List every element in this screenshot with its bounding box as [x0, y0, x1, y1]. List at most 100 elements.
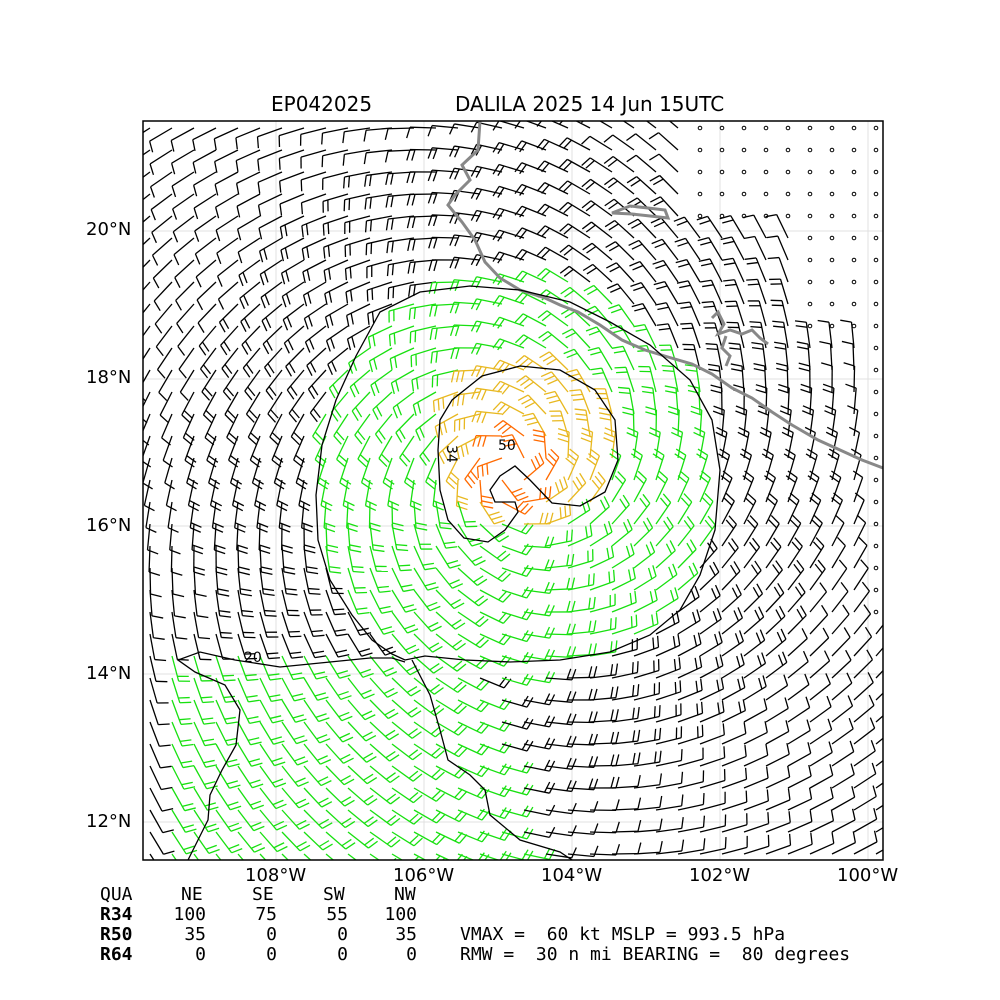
wind-barb	[435, 809, 468, 823]
wind-barb	[237, 721, 262, 746]
lon-label-106w: 106°W	[393, 865, 455, 886]
calm-dot	[763, 169, 769, 175]
wind-barb	[435, 655, 467, 672]
wind-barb	[194, 215, 217, 242]
wind-barb	[603, 121, 635, 129]
river	[710, 309, 769, 367]
wind-barb	[523, 671, 556, 684]
wind-barb	[342, 127, 371, 144]
wind-barb	[558, 158, 591, 173]
wind-barb	[321, 149, 349, 168]
calm-dot	[873, 565, 879, 571]
storm-info-title: DALILA 2025 14 Jun 15UTC	[455, 92, 725, 116]
wind-barb	[408, 281, 437, 297]
wind-barb	[875, 826, 883, 833]
calm-dot	[807, 279, 813, 285]
wind-barb	[432, 391, 459, 413]
wind-barb	[259, 743, 286, 767]
wind-barb	[831, 740, 855, 767]
wind-barb	[574, 408, 591, 437]
wind-barb	[236, 193, 261, 218]
wind-barb	[765, 811, 791, 833]
wind-barb	[769, 278, 789, 305]
wind-barb	[501, 586, 534, 599]
wind-barb	[387, 281, 415, 300]
wind-barb	[724, 300, 745, 327]
wind-barb	[237, 743, 263, 767]
wind-barb	[492, 251, 525, 264]
wind-barb	[633, 818, 663, 833]
wind-barb	[743, 743, 769, 767]
wind-barb	[143, 457, 153, 490]
wind-barb	[309, 391, 327, 423]
wind-barb	[281, 699, 307, 723]
wind-barb	[809, 650, 831, 679]
wind-barb	[755, 384, 768, 415]
wind-barb	[164, 457, 175, 490]
wind-barb	[831, 537, 846, 569]
wind-barb	[743, 721, 768, 745]
wind-barb	[286, 369, 305, 400]
wind-barb	[853, 536, 868, 569]
wind-barb	[633, 323, 657, 349]
wind-barb	[395, 413, 415, 443]
wind-barb	[391, 831, 423, 847]
wind-barb	[215, 567, 230, 597]
wind-barb	[173, 237, 195, 266]
wind-barb	[677, 770, 705, 789]
wind-barb	[853, 626, 873, 657]
wind-barb	[567, 549, 594, 569]
wind-barb	[369, 633, 397, 656]
wind-barb	[587, 346, 613, 371]
wind-barb	[390, 369, 415, 395]
wind-barb	[545, 713, 577, 726]
calm-dot	[807, 323, 813, 329]
wind-barb	[875, 646, 883, 657]
wind-barb	[853, 717, 876, 745]
calm-dot	[851, 323, 857, 329]
wind-barb	[875, 804, 883, 811]
wind-barb	[719, 215, 745, 239]
wind-barb	[184, 435, 197, 468]
wind-barb	[152, 259, 173, 289]
calm-dot	[719, 147, 725, 153]
wind-barb	[821, 362, 833, 393]
calm-dot	[873, 213, 879, 219]
wind-barb	[215, 545, 228, 576]
calm-dot	[785, 169, 791, 175]
calm-dot	[741, 169, 747, 175]
wind-barb	[143, 171, 151, 178]
r64-nw: 0	[406, 944, 417, 965]
wind-barb	[413, 501, 428, 531]
wind-barb	[492, 294, 525, 308]
wind-barb	[343, 171, 371, 189]
calm-dot	[741, 213, 747, 219]
col-header-sw: SW	[323, 884, 345, 905]
wind-barb	[240, 303, 261, 332]
wind-barb	[281, 281, 305, 308]
wind-barb	[479, 567, 511, 582]
wind-barb	[143, 127, 151, 134]
wind-barb	[367, 303, 393, 325]
wind-barb	[765, 492, 778, 525]
wind-barb	[614, 366, 635, 393]
wind-barb	[492, 185, 525, 198]
wind-barb	[563, 348, 591, 371]
wind-barb	[457, 589, 489, 607]
wind-barb	[677, 470, 690, 503]
r50-nw: 35	[395, 924, 417, 945]
wind-barb	[655, 794, 684, 811]
wind-barb	[181, 391, 195, 424]
wind-barb	[349, 369, 371, 398]
wind-barb	[631, 302, 657, 327]
wind-barb	[244, 369, 261, 401]
wind-barb	[761, 448, 774, 481]
wind-barb	[389, 347, 415, 371]
wind-barb	[171, 699, 193, 726]
wind-barb	[721, 538, 739, 569]
wind-barb	[677, 678, 703, 701]
wind-barb	[281, 545, 296, 575]
wind-barb	[809, 604, 829, 635]
wind-barb	[611, 614, 638, 635]
wind-barb	[410, 347, 437, 368]
